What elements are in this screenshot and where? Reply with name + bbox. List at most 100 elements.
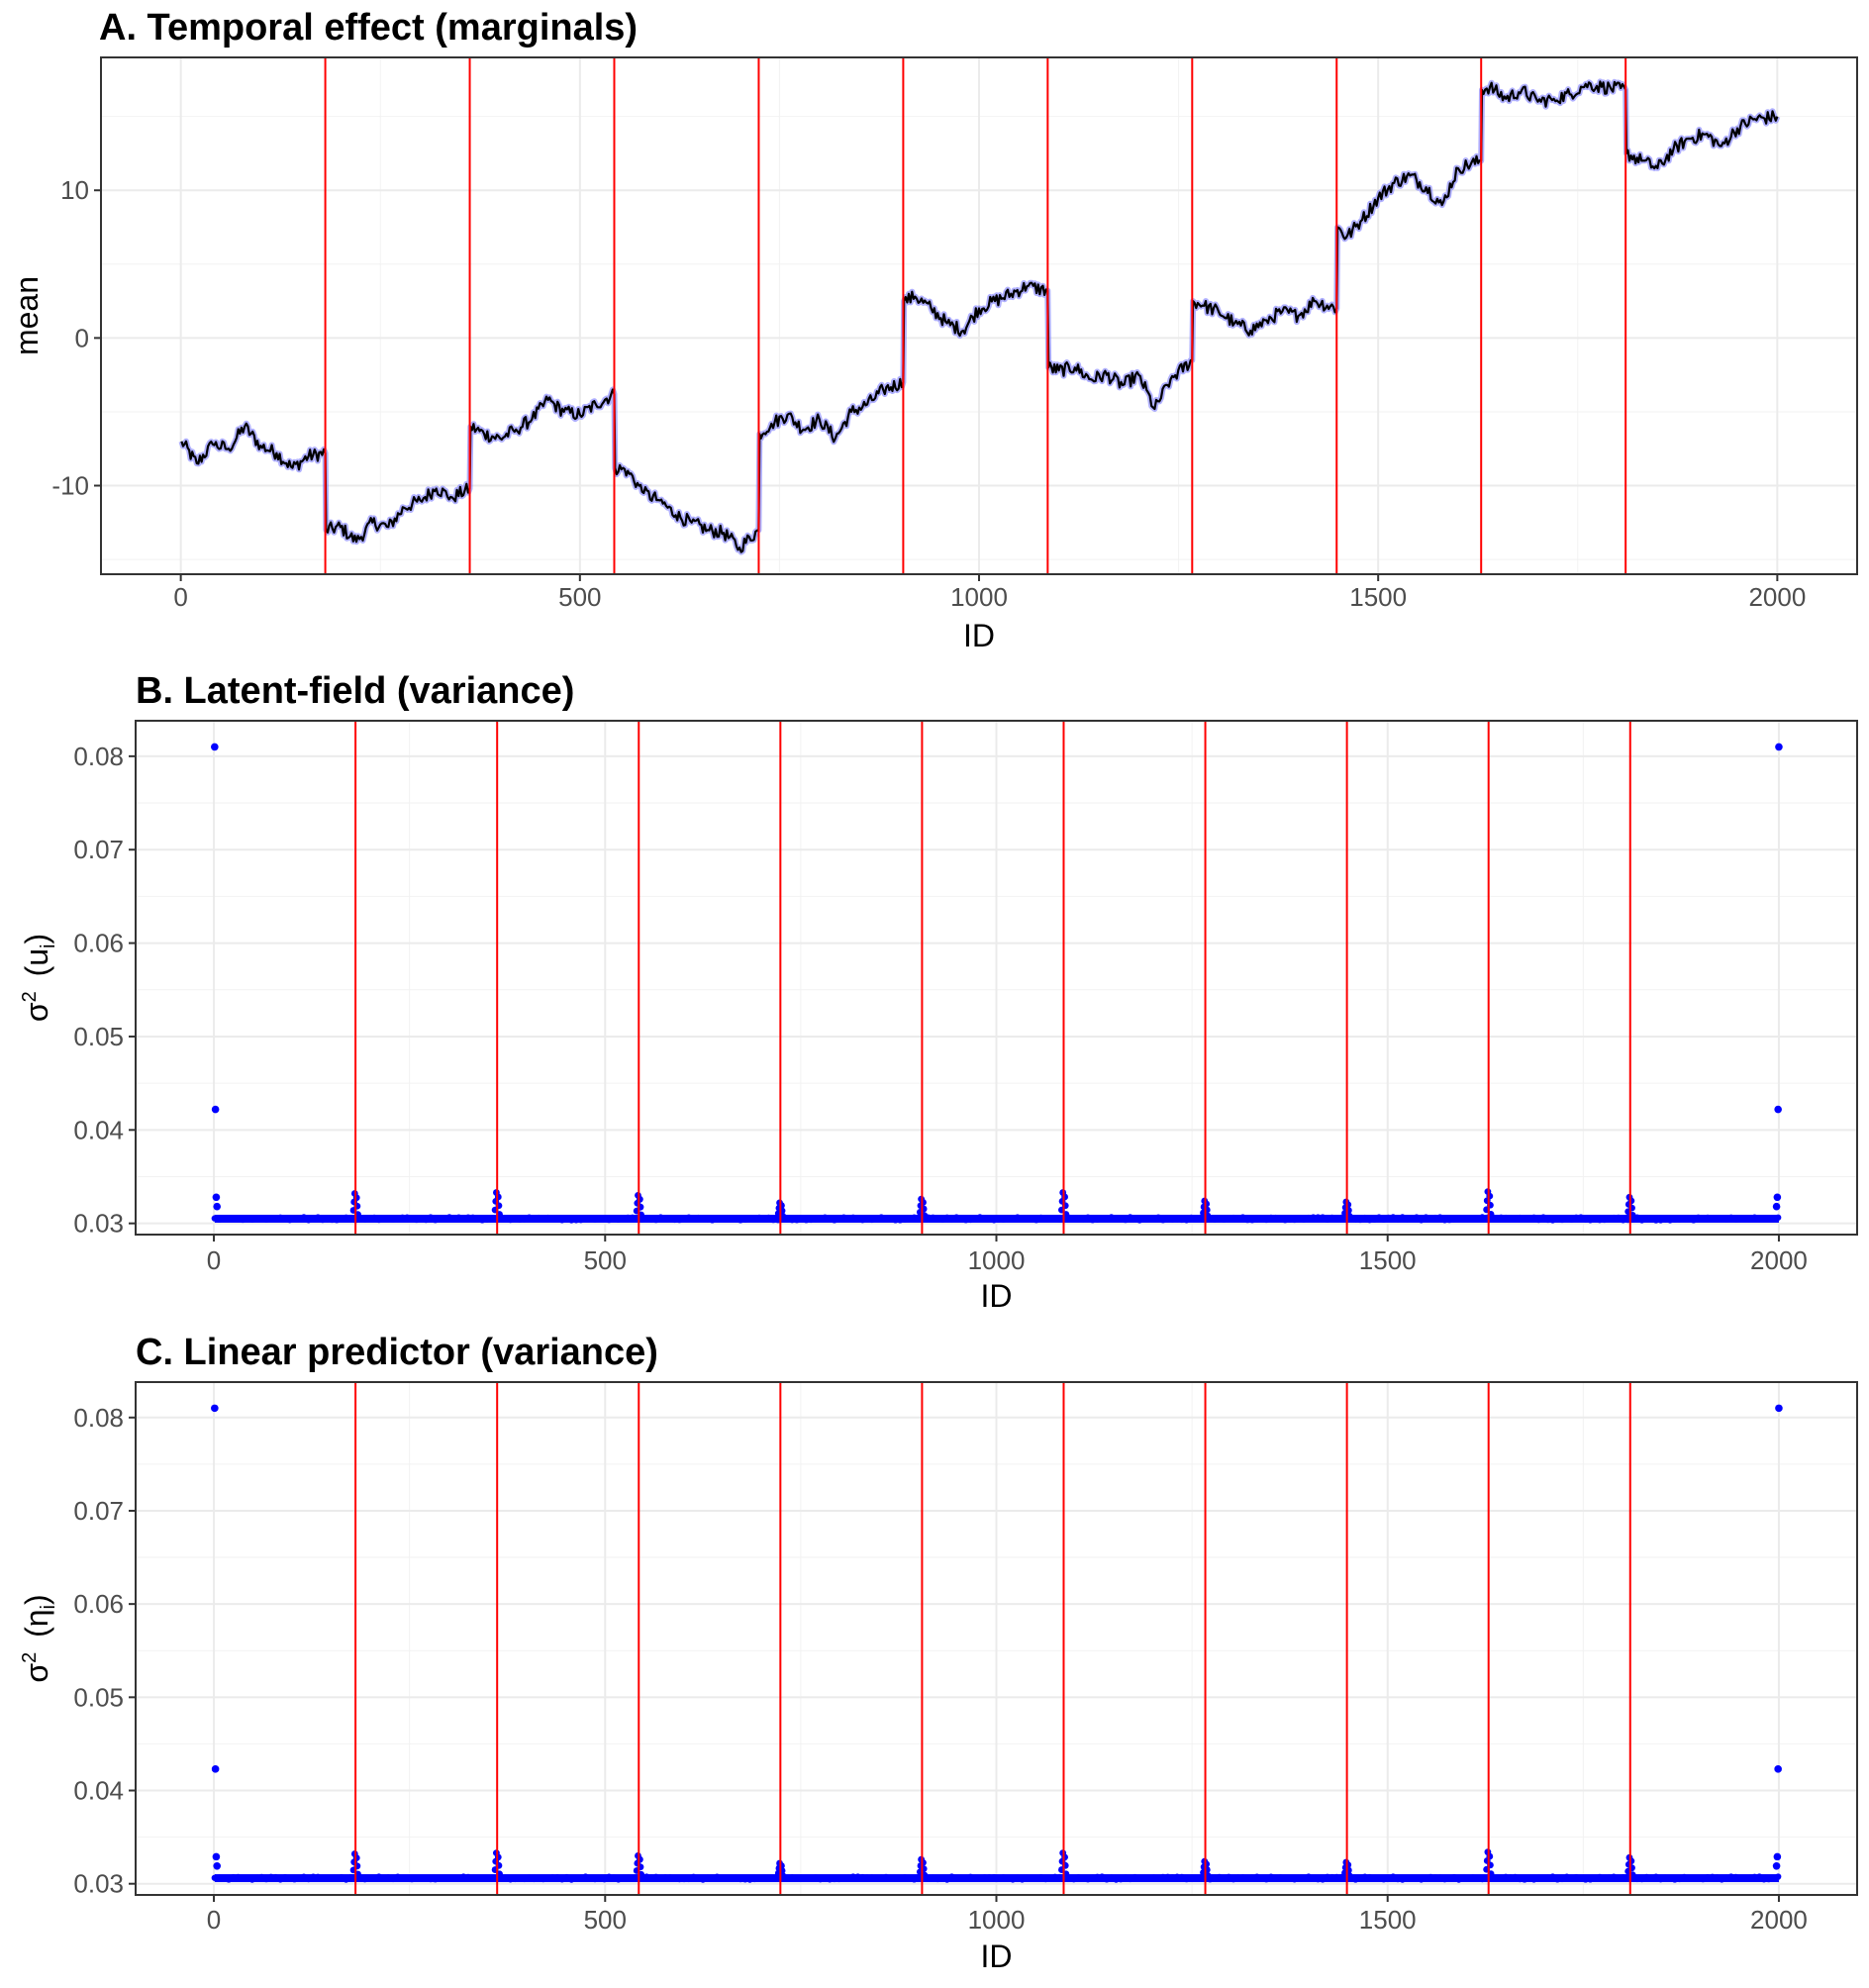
data-point	[1267, 1214, 1275, 1222]
data-point	[1773, 1852, 1782, 1861]
data-point	[1380, 1876, 1387, 1883]
data-point	[1445, 1216, 1453, 1224]
data-point	[1385, 1214, 1392, 1222]
data-point	[1164, 1873, 1171, 1881]
data-point	[450, 1874, 457, 1882]
data-point	[1690, 1874, 1697, 1882]
data-point	[1075, 1873, 1082, 1881]
data-point	[1666, 1217, 1674, 1224]
data-point	[404, 1875, 411, 1882]
data-point	[1573, 1214, 1580, 1222]
x-tick-label: 1000	[950, 582, 1008, 612]
y-axis-label-symbol: σ	[19, 1663, 54, 1683]
data-point	[1324, 1873, 1331, 1880]
data-point	[685, 1214, 693, 1221]
data-point	[897, 1217, 904, 1224]
data-point	[531, 1875, 538, 1883]
data-point	[1606, 1874, 1613, 1881]
data-point	[1652, 1217, 1660, 1224]
data-point	[1427, 1873, 1434, 1881]
data-point	[1460, 1875, 1467, 1882]
data-point	[535, 1214, 542, 1222]
data-point	[1361, 1873, 1369, 1880]
data-point	[803, 1216, 810, 1224]
data-point	[1337, 1214, 1345, 1222]
data-point	[1746, 1215, 1753, 1222]
data-point	[704, 1874, 712, 1881]
y-tick-label: 0.06	[73, 929, 124, 958]
data-point	[1375, 1875, 1383, 1882]
data-point	[671, 1216, 678, 1224]
data-point	[737, 1875, 744, 1883]
x-tick-label: 0	[207, 1245, 221, 1275]
data-point	[535, 1875, 542, 1882]
data-point	[957, 1216, 965, 1223]
data-point	[807, 1874, 815, 1881]
data-point	[423, 1216, 430, 1224]
data-point	[211, 1874, 219, 1881]
data-point	[333, 1874, 341, 1882]
data-point	[1319, 1876, 1327, 1883]
data-point	[1019, 1215, 1026, 1223]
data-point	[788, 1874, 796, 1881]
data-point	[1409, 1875, 1416, 1883]
data-point	[314, 1214, 322, 1221]
data-point	[647, 1216, 655, 1223]
data-point	[1770, 1215, 1777, 1222]
data-point	[1441, 1217, 1448, 1224]
data-point	[531, 1215, 538, 1223]
data-point	[1145, 1215, 1152, 1222]
data-point	[1234, 1874, 1241, 1881]
data-point	[1690, 1217, 1697, 1224]
data-point	[788, 1216, 796, 1224]
data-point	[1714, 1215, 1721, 1223]
data-point	[1549, 1217, 1556, 1224]
data-point	[1539, 1874, 1547, 1882]
data-point	[418, 1874, 425, 1882]
data-point	[1333, 1873, 1340, 1881]
data-point	[962, 1217, 969, 1224]
data-point	[324, 1216, 331, 1223]
data-point	[1056, 1873, 1063, 1881]
data-point	[272, 1873, 279, 1881]
y-tick-label: 10	[60, 175, 89, 205]
data-point	[361, 1216, 368, 1223]
data-point	[267, 1215, 274, 1222]
data-point	[1037, 1214, 1044, 1222]
panel-title: B. Latent-field (variance)	[136, 670, 574, 712]
data-point	[836, 1875, 842, 1883]
data-point	[615, 1876, 622, 1883]
data-point	[1221, 1216, 1228, 1223]
data-point	[1394, 1875, 1402, 1883]
data-point	[1122, 1216, 1130, 1224]
y-tick-label: 0.05	[73, 1022, 124, 1051]
data-point	[1544, 1216, 1551, 1224]
data-point	[1024, 1874, 1031, 1881]
data-point	[1751, 1873, 1758, 1881]
data-point	[610, 1215, 618, 1223]
data-point	[544, 1874, 551, 1882]
data-point	[474, 1875, 481, 1883]
data-point	[1352, 1216, 1359, 1223]
data-point	[366, 1874, 373, 1881]
data-point	[1774, 1214, 1782, 1221]
data-point	[751, 1875, 758, 1883]
y-tick-label: 0.06	[73, 1589, 124, 1619]
data-point	[981, 1874, 988, 1881]
data-point	[995, 1216, 1003, 1223]
data-point	[1755, 1216, 1763, 1223]
data-point	[887, 1875, 894, 1882]
data-point	[1140, 1874, 1148, 1882]
data-point	[751, 1215, 758, 1222]
data-point	[1765, 1215, 1772, 1223]
data-point	[1525, 1875, 1532, 1882]
data-point	[1281, 1874, 1289, 1882]
data-point	[300, 1214, 308, 1221]
data-point	[324, 1875, 331, 1882]
data-point	[1596, 1873, 1604, 1881]
data-point	[1192, 1215, 1200, 1222]
data-point	[1662, 1216, 1669, 1223]
data-point	[671, 1875, 678, 1882]
data-point	[1173, 1873, 1181, 1880]
